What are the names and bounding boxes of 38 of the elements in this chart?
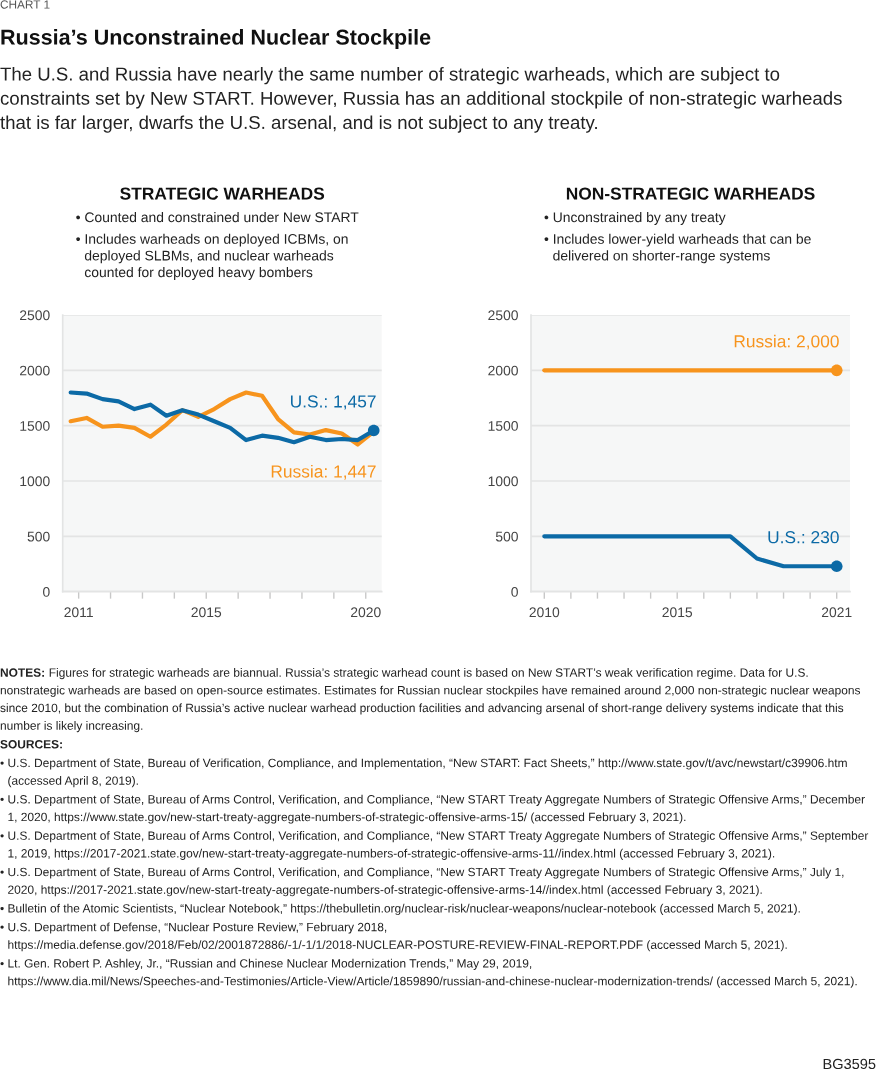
- y-tick-label: 1000: [488, 476, 518, 487]
- x-tick-label: 2020: [351, 607, 381, 618]
- y-tick-label: 2000: [20, 365, 50, 376]
- y-tick-label: 0: [511, 587, 518, 597]
- y-tick-label: 0: [43, 587, 50, 597]
- chart-title: STRATEGIC WARHEADS: [120, 187, 325, 200]
- chart-title: NON-STRATEGIC WARHEADS: [566, 187, 815, 200]
- y-tick-label: 1000: [20, 476, 50, 487]
- y-tick-label: 2500: [488, 310, 518, 321]
- annotation: Russia: 2,000: [734, 334, 839, 350]
- annotation: Russia: 1,447: [271, 464, 376, 480]
- y-tick-label: 1500: [488, 421, 518, 431]
- text: Russia’s Unconstrained Nuclear Stockpile: [1, 29, 431, 50]
- text: • U.S. Department of State, Bureau of Arms Control, Verification, and Compliance, “New START Treaty Aggregate Numbers of Strategic Offensive Arms,” September 1, 2019, https://2017-2021.state.gov/new-start-treaty-aggregate-numbers-of-strategic-offensive-arms-11//index.html (accessed February 3, 2021).: [0, 831, 869, 860]
- annotation: U.S.: 230: [768, 531, 839, 544]
- text: • Bulletin of the Atomic Scientists, “Nuclear Notebook,” https://thebulletin.org/nuclear-risk/nuclear-weapons/nuclear-notebook (accessed March 5, 2021).: [0, 903, 800, 915]
- y-tick-label: 1500: [20, 421, 50, 431]
- y-tick-label: 2000: [488, 365, 518, 376]
- text: The U.S. and Russia have nearly the same number of strategic warheads, which are subject to constraints set by New START. However, Russia has an additional stockpile of non-strategic warheads that is far larger, dwarfs the U.S. arsenal, and is not subject to any treaty.: [0, 67, 842, 133]
- text: • U.S. Department of State, Bureau of Arms Control, Verification, and Compliance, “New START Treaty Aggregate Numbers of Strategic Offensive Arms,” July 1, 2020, https://2017-2021.state.gov/new-start-treaty-aggregate-numbers-of-strategic-offensive-arms-14//index.html (accessed February 3, 2021).: [0, 867, 844, 897]
- text: NOTES: Figures for strategic warheads are biannual. Russia’s strategic warhead count is based on New START’s weak verification regime. Data for U.S. nonstrategic warheads are based on open-source estimates. Estimates for Russian nuclear stockpiles have remained around 2,000 non-strategic nuclear weapons since 2010, but the combination of Russia’s active nuclear warhead production facilities and advancing arsenal of short-range delivery systems indicate that this number is likely increasing.: [0, 668, 861, 733]
- x-tick-label: 2021: [821, 607, 852, 618]
- text: • Lt. Gen. Robert P. Ashley, Jr., “Russian and Chinese Nuclear Modernization Trends,” May 29, 2019, https://www.dia.mil/News/Speeches-and-Testimonies/Article-View/Article/1859890/russian-and-chinese-nuclear-modernization-trends/ (accessed March 5, 2021).: [0, 958, 857, 988]
- x-tick-label: 2015: [191, 607, 222, 618]
- x-tick-label: 2015: [662, 607, 693, 618]
- text: • U.S. Department of Defense, “Nuclear Posture Review,” February 2018, https://media.defense.gov/2018/Feb/02/2001872886/-1/-1/1/2018-NUCLEAR-POSTURE-REVIEW-FINAL-REPORT.PDF (accessed March 5, 2021).: [0, 922, 787, 952]
- text: BG3595: [823, 1058, 876, 1070]
- caption: CHART 1: [0, 0, 50, 9]
- x-tick-label: 2010: [529, 607, 560, 618]
- text: • U.S. Department of State, Bureau of Verification, Compliance, and Implementation, “New START: Fact Sheets,” http://www.state.gov/t/avc/newstart/c39906.htm (accessed April 8, 2019).: [0, 758, 847, 788]
- text: • U.S. Department of State, Bureau of Arms Control, Verification, and Compliance, “New START Treaty Aggregate Numbers of Strategic Offensive Arms,” December 1, 2020, https://www.state.gov/new-start-treaty-aggregate-numbers-of-strategic-offensive-arms-15/ (accessed February 3, 2021).: [0, 794, 865, 824]
- source-note: SOURCES:: [0, 740, 62, 749]
- y-tick-label: 500: [495, 531, 518, 542]
- y-tick-label: 500: [27, 531, 50, 542]
- x-tick-label: 2011: [64, 607, 93, 618]
- y-tick-label: 2500: [20, 310, 50, 321]
- chart-subtitle: • Unconstrained by any treaty • Includes lower-yield warheads that can be delivered on shorter-range systems: [544, 212, 811, 264]
- chart-subtitle: • Counted and constrained under New START • Includes warheads on deployed ICBMs, on deployed SLBMs, and nuclear warheads counted for deployed heavy bombers: [76, 212, 359, 280]
